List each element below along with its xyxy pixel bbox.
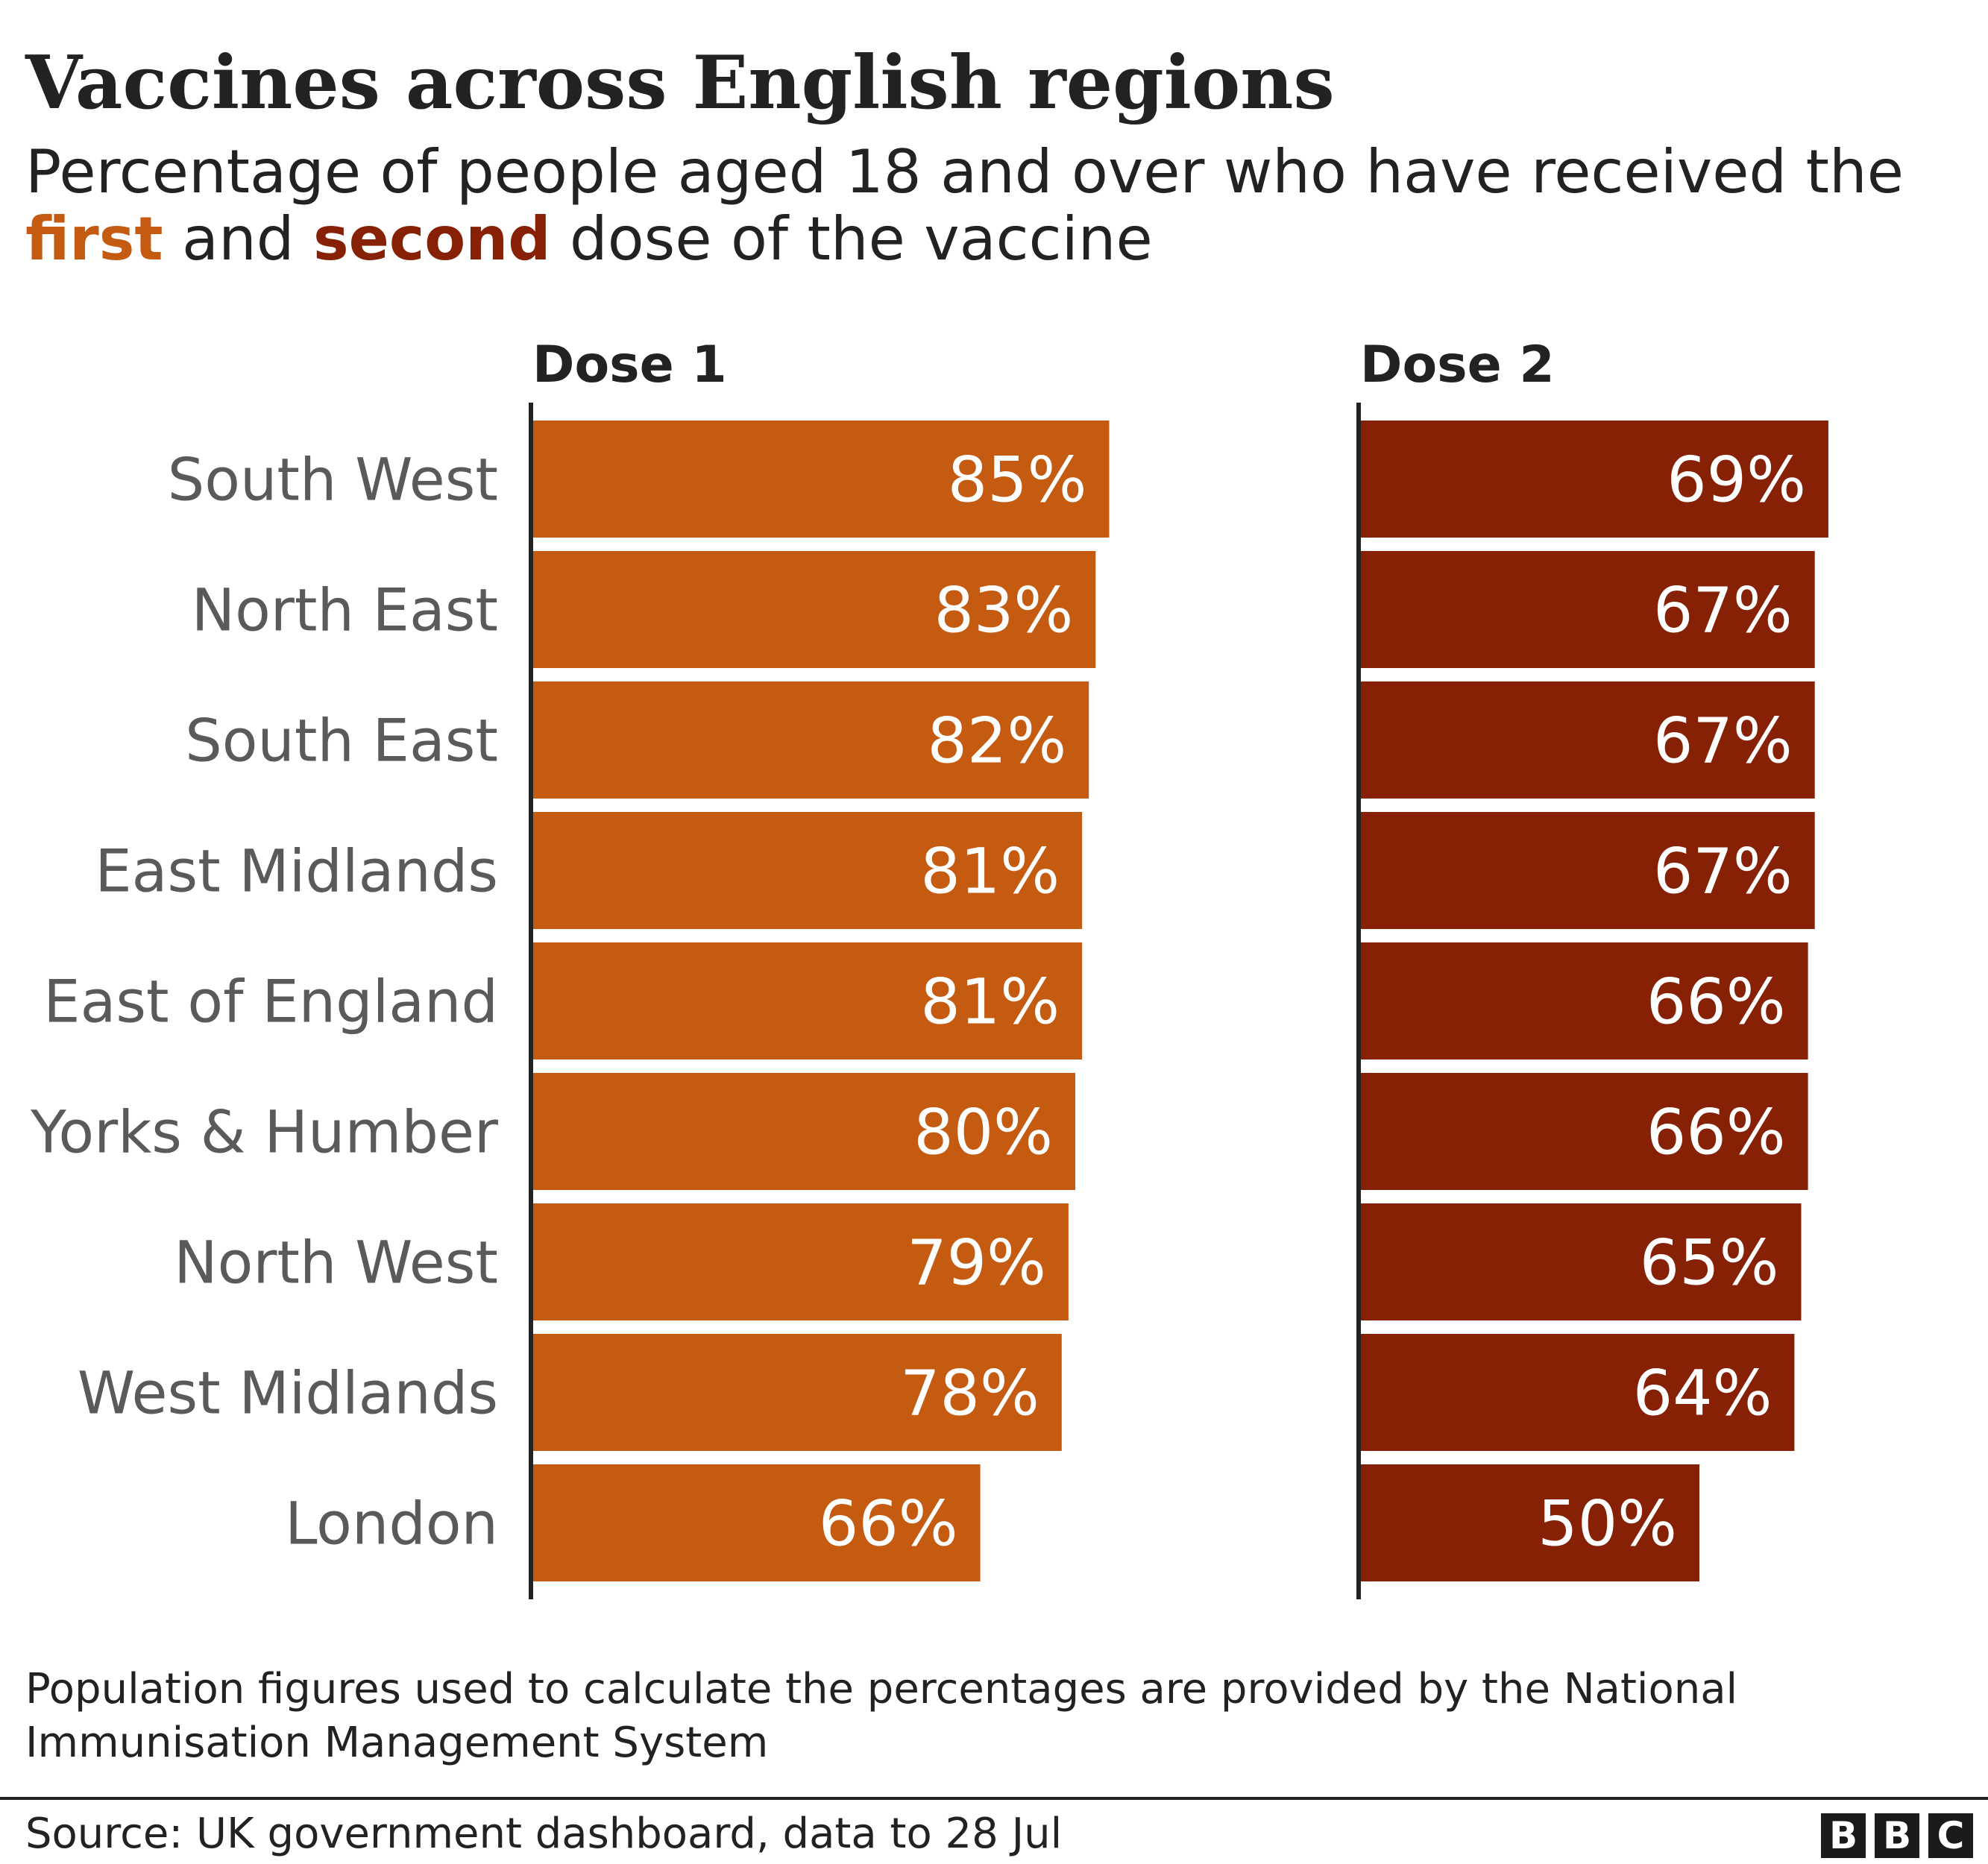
category-label: London bbox=[285, 1491, 498, 1558]
bar bbox=[1360, 551, 1815, 668]
bar bbox=[532, 1203, 1069, 1320]
category-label: East of England bbox=[43, 969, 498, 1036]
series-header: Dose 1 bbox=[532, 336, 727, 394]
bbc-logo-letter: B bbox=[1821, 1813, 1866, 1858]
bar bbox=[1360, 1464, 1699, 1581]
data-label: 80% bbox=[913, 1096, 1053, 1169]
bbc-logo-letter: C bbox=[1928, 1813, 1973, 1858]
data-label: 67% bbox=[1653, 574, 1793, 647]
bar bbox=[1360, 942, 1808, 1059]
subtitle-text-end: dose of the vaccine bbox=[569, 204, 1153, 274]
chart-title: Vaccines across English regions bbox=[25, 40, 1335, 126]
series-header: Dose 2 bbox=[1360, 336, 1555, 394]
bar bbox=[532, 942, 1083, 1059]
subtitle-second-highlight: second bbox=[313, 204, 551, 274]
data-label: 81% bbox=[920, 966, 1060, 1039]
bar bbox=[532, 1073, 1075, 1190]
bbc-logo: B B C bbox=[1821, 1813, 1973, 1858]
category-label: North East bbox=[192, 578, 498, 645]
bar bbox=[532, 1464, 981, 1581]
category-label: South East bbox=[185, 708, 498, 775]
data-label: 66% bbox=[819, 1487, 958, 1561]
subtitle-text-start: Percentage of people aged 18 and over wh… bbox=[25, 137, 1904, 207]
data-label: 81% bbox=[920, 835, 1060, 908]
data-label: 67% bbox=[1653, 835, 1793, 908]
bar bbox=[532, 551, 1096, 668]
data-label: 67% bbox=[1653, 705, 1793, 778]
category-label: Yorks & Humber bbox=[30, 1100, 499, 1167]
bar bbox=[1360, 812, 1815, 929]
subtitle-text-and: and bbox=[182, 204, 295, 274]
data-label: 82% bbox=[927, 705, 1066, 778]
data-label: 85% bbox=[948, 444, 1087, 517]
chart-subtitle: Percentage of people aged 18 and over wh… bbox=[25, 139, 1934, 273]
category-label: West Midlands bbox=[78, 1361, 498, 1428]
bar bbox=[532, 812, 1083, 929]
data-label: 69% bbox=[1667, 444, 1806, 517]
bar bbox=[1360, 421, 1828, 538]
bar bbox=[532, 1334, 1062, 1451]
bar bbox=[1360, 1203, 1802, 1320]
data-label: 83% bbox=[934, 574, 1074, 647]
bar bbox=[532, 681, 1089, 799]
bar bbox=[532, 421, 1110, 538]
vaccine-bar-chart: Dose 1 85% 83% 82% 81% 81% 80% 79% 78% 66% Dose 2 6… bbox=[30, 336, 1828, 1599]
data-label: 65% bbox=[1640, 1227, 1779, 1300]
data-label: 78% bbox=[900, 1357, 1039, 1430]
bar bbox=[1360, 1073, 1808, 1190]
data-label: 79% bbox=[907, 1227, 1046, 1300]
data-label: 50% bbox=[1538, 1487, 1677, 1561]
bar bbox=[1360, 1334, 1795, 1451]
data-label: 64% bbox=[1633, 1357, 1772, 1430]
bbc-logo-letter: B bbox=[1875, 1813, 1919, 1858]
category-label: South West bbox=[168, 447, 498, 514]
footnote: Population figures used to calculate the… bbox=[25, 1665, 1738, 1767]
data-label: 66% bbox=[1646, 966, 1786, 1039]
category-label: East Midlands bbox=[95, 839, 498, 906]
bar bbox=[1360, 681, 1815, 799]
category-label: North West bbox=[174, 1230, 498, 1297]
footer-divider bbox=[0, 1797, 1988, 1800]
data-label: 66% bbox=[1646, 1096, 1786, 1169]
source-text: Source: UK government dashboard, data to… bbox=[25, 1810, 1063, 1858]
subtitle-first-highlight: first bbox=[25, 204, 163, 274]
